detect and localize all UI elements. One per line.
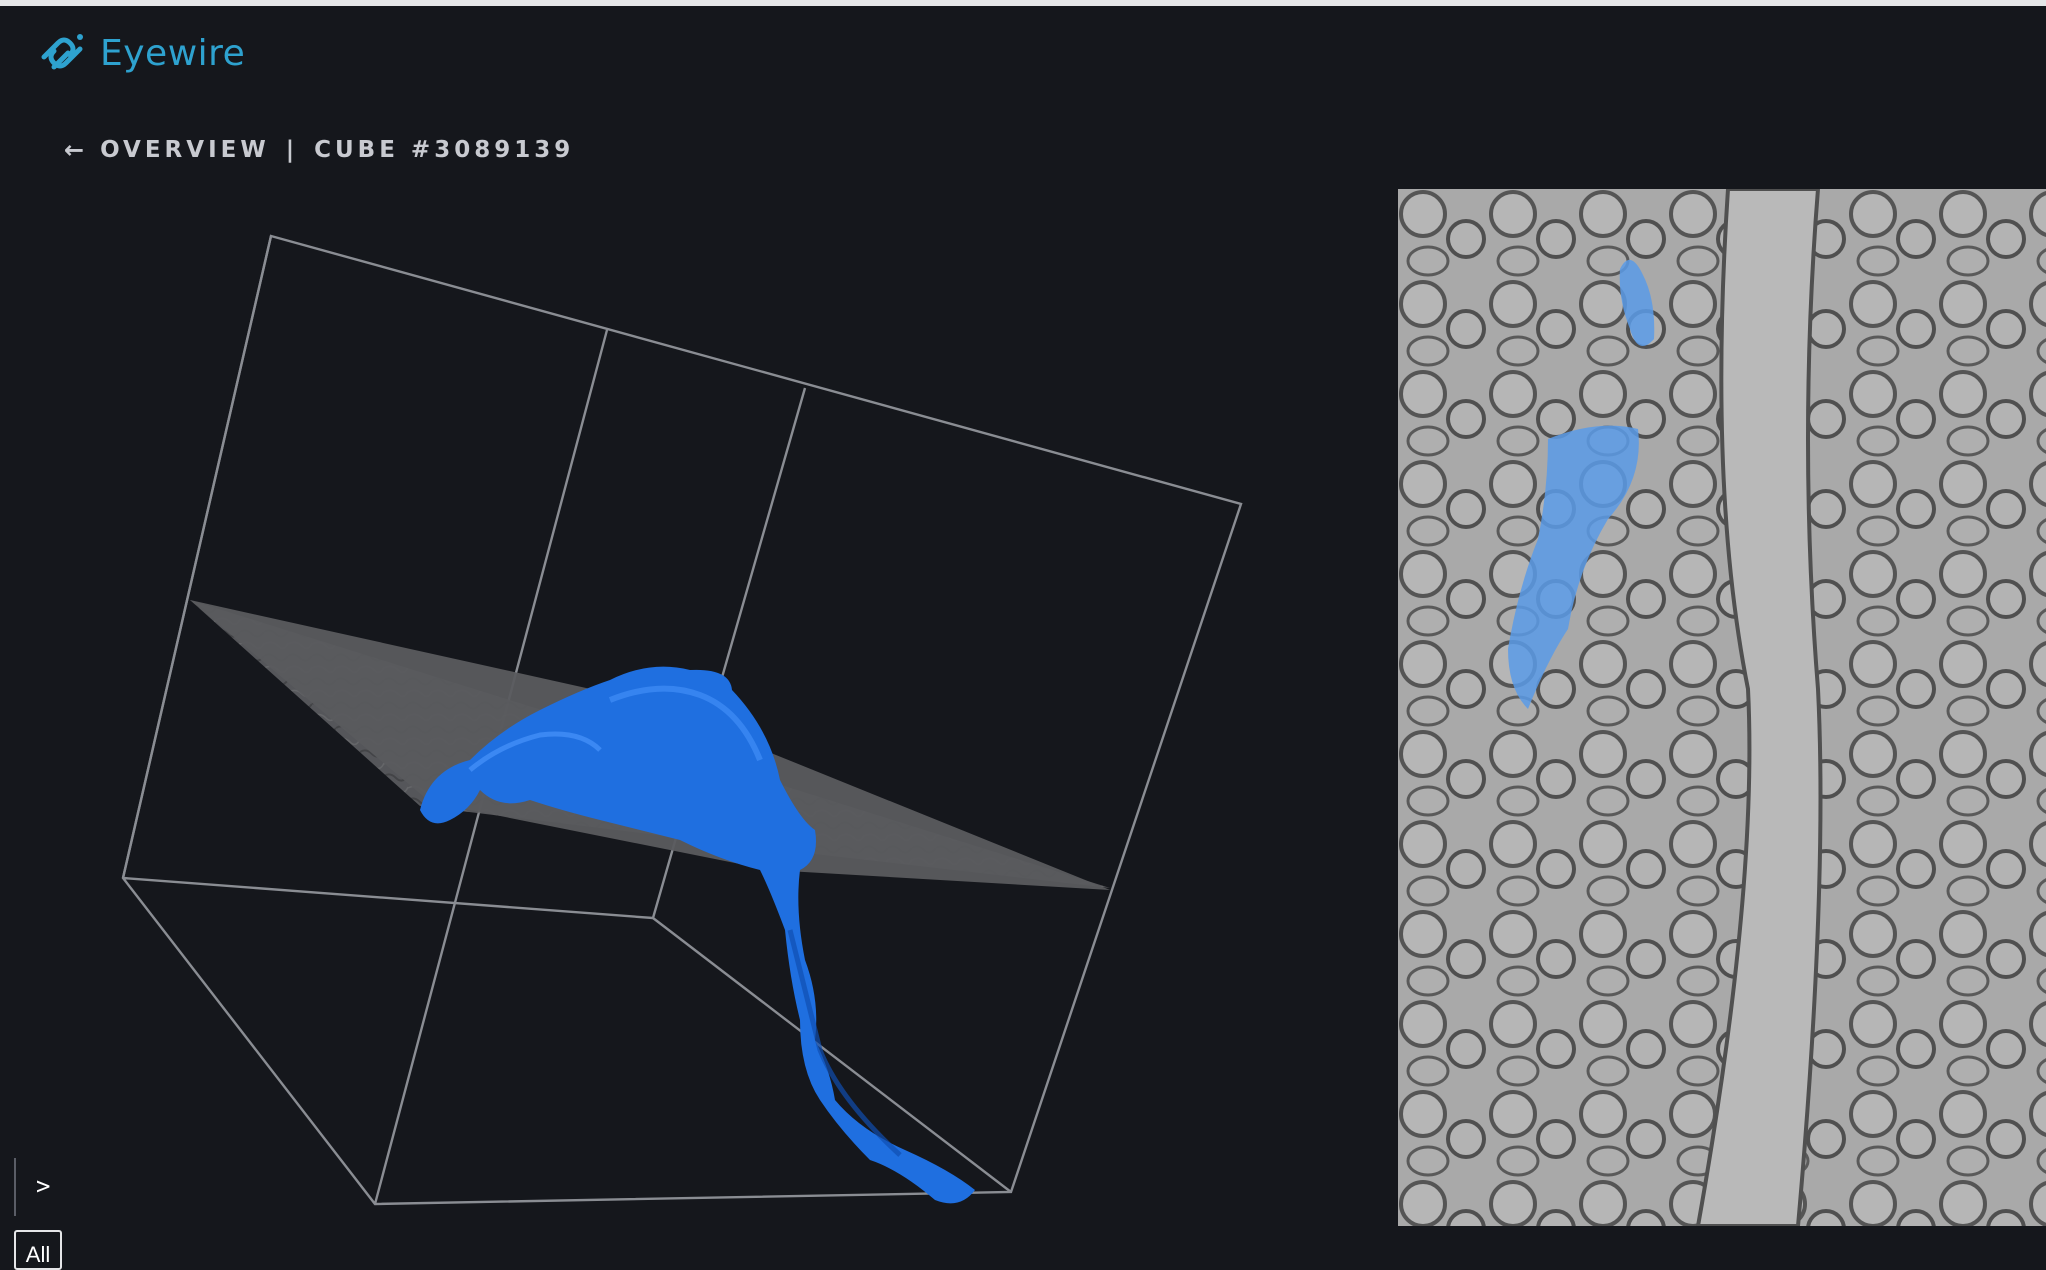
- eyewire-logo[interactable]: Eyewire: [36, 26, 245, 80]
- top-bar: [0, 0, 2046, 6]
- breadcrumb-overview-link[interactable]: OVERVIEW: [100, 137, 270, 163]
- back-arrow-icon[interactable]: ←: [64, 136, 85, 164]
- breadcrumb: ← OVERVIEW | CUBE #3089139: [64, 136, 574, 164]
- console-divider: [14, 1158, 16, 1216]
- cube-3d-viewer[interactable]: [0, 170, 1370, 1230]
- filter-all-button[interactable]: All: [14, 1230, 62, 1270]
- eyewire-logo-icon: [41, 34, 83, 70]
- em-slice-view[interactable]: [1398, 189, 2046, 1226]
- neuron-segment-3d[interactable]: [420, 666, 975, 1204]
- console-prompt[interactable]: >: [36, 1172, 51, 1200]
- logo-text: Eyewire: [100, 32, 246, 74]
- segment-overlay: [1508, 259, 1655, 709]
- breadcrumb-separator: |: [285, 137, 299, 163]
- em-slice-image: [1398, 189, 2046, 1226]
- breadcrumb-cube-id: CUBE #3089139: [314, 137, 575, 163]
